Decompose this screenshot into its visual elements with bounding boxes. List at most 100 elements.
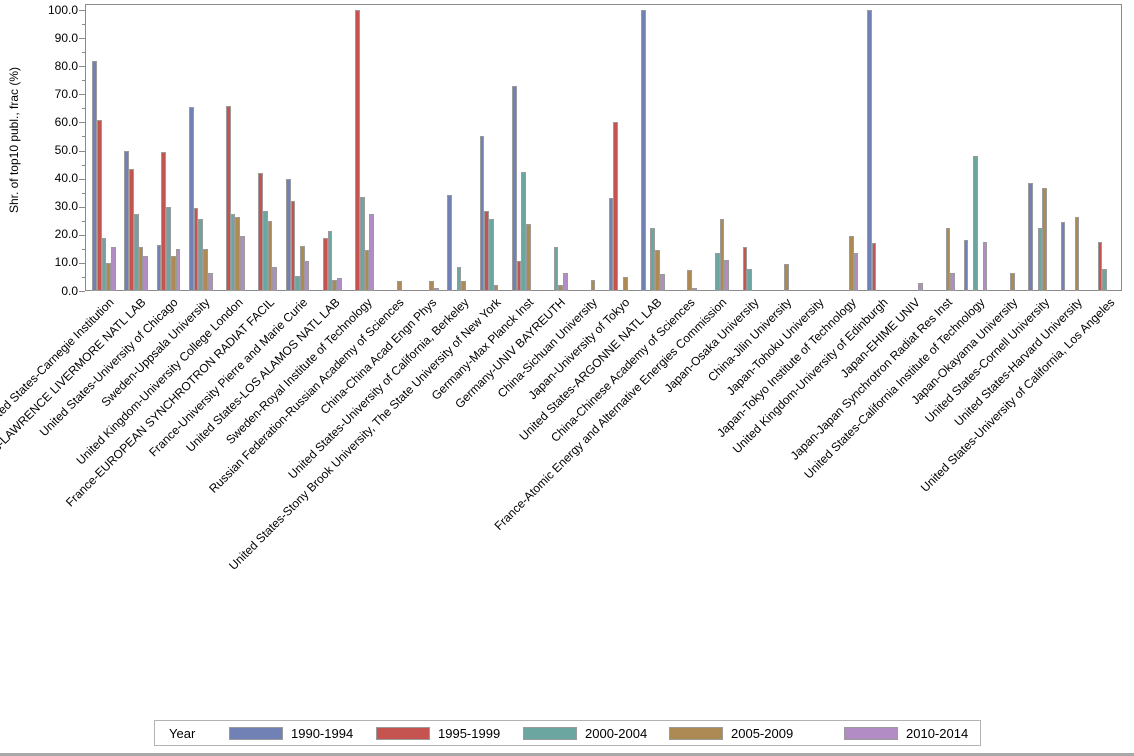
y-minor-tick <box>81 220 85 222</box>
bar-2005-2009 <box>719 219 725 291</box>
y-minor-tick <box>81 192 85 194</box>
bar-2005-2009 <box>1010 272 1015 291</box>
bar-1995-1999 <box>742 247 748 291</box>
bar-1990-1994 <box>447 195 452 291</box>
bar-2010-2014 <box>207 272 213 291</box>
bar-2010-2014 <box>724 260 730 291</box>
bar-1995-1999 <box>484 210 489 291</box>
bar-2005-2009 <box>1042 188 1048 291</box>
y-minor-tick <box>81 164 85 166</box>
bar-2005-2009 <box>945 227 951 291</box>
y-tick-label: 90.0 <box>54 30 78 45</box>
bar-2005-2009 <box>396 281 402 291</box>
legend-label-1990-1994: 1990-1994 <box>291 726 354 741</box>
bar-2005-2009 <box>493 285 499 291</box>
bar-2000-2004 <box>747 268 752 291</box>
bar-1990-1994 <box>189 106 194 291</box>
bar-1995-1999 <box>129 168 134 291</box>
legend-label-1995-1999: 1995-1999 <box>438 726 501 741</box>
y-tick-label: 30.0 <box>54 199 78 214</box>
y-major-tick <box>79 291 85 292</box>
y-major-tick <box>79 206 85 208</box>
bar-1995-1999 <box>516 261 522 291</box>
bar-1995-1999 <box>193 208 199 291</box>
bar-2010-2014 <box>304 261 310 291</box>
bar-2000-2004 <box>650 227 656 291</box>
legend-swatch-1990-1994 <box>229 727 283 740</box>
bar-2010-2014 <box>111 247 116 291</box>
bar-2005-2009 <box>1074 216 1080 291</box>
bar-2000-2004 <box>198 219 204 291</box>
y-minor-tick <box>81 108 85 110</box>
bar-1990-1994 <box>124 150 130 291</box>
bar-2005-2009 <box>558 285 563 291</box>
y-minor-tick <box>81 248 85 250</box>
y-tick-label: 50.0 <box>54 143 78 157</box>
bar-2010-2014 <box>175 248 181 291</box>
legend-swatch-2005-2009 <box>669 727 723 740</box>
bar-2005-2009 <box>300 246 305 291</box>
y-minor-tick <box>81 24 85 26</box>
y-minor-tick <box>81 136 85 138</box>
y-tick-label: 100.0 <box>47 2 78 17</box>
bar-2000-2004 <box>230 213 236 291</box>
bar-2005-2009 <box>235 216 241 291</box>
bar-1990-1994 <box>479 136 485 291</box>
bar-2010-2014 <box>433 288 439 291</box>
bar-2010-2014 <box>240 236 245 291</box>
bar-1995-1999 <box>1097 241 1103 291</box>
bar-1995-1999 <box>96 119 102 291</box>
y-minor-tick <box>81 80 85 82</box>
bar-2005-2009 <box>526 223 531 291</box>
y-tick-label: 40.0 <box>54 171 78 186</box>
bar-2005-2009 <box>332 279 338 291</box>
bar-2000-2004 <box>1037 227 1043 291</box>
bar-1990-1994 <box>511 85 517 291</box>
bar-2000-2004 <box>1102 268 1108 291</box>
bar-2010-2014 <box>853 253 859 291</box>
bar-2005-2009 <box>687 269 693 291</box>
bar-2000-2004 <box>359 196 365 291</box>
bar-1990-1994 <box>866 10 872 291</box>
legend-title: Year <box>169 726 196 741</box>
bar-2005-2009 <box>655 250 660 291</box>
bar-1990-1994 <box>608 198 614 291</box>
bar-2005-2009 <box>622 276 628 291</box>
bar-2005-2009 <box>429 281 434 291</box>
bar-2010-2014 <box>692 288 697 291</box>
bar-2005-2009 <box>267 220 273 291</box>
bar-1990-1994 <box>156 244 162 291</box>
bar-2000-2004 <box>101 237 107 291</box>
y-tick-label: 20.0 <box>54 227 78 242</box>
legend-label-2000-2004: 2000-2004 <box>585 726 648 741</box>
bar-1995-1999 <box>226 105 231 291</box>
bar-1990-1994 <box>1060 222 1066 291</box>
y-tick-label: 80.0 <box>54 58 78 73</box>
bar-1995-1999 <box>322 237 328 291</box>
bar-2010-2014 <box>369 213 375 291</box>
y-major-tick <box>79 122 85 124</box>
bar-2000-2004 <box>456 267 462 291</box>
y-tick-label: 60.0 <box>54 114 78 129</box>
bar-2005-2009 <box>106 262 112 291</box>
bar-2005-2009 <box>461 281 467 291</box>
y-major-tick <box>79 150 85 152</box>
bar-2005-2009 <box>784 264 789 291</box>
legend-swatch-1995-1999 <box>376 727 430 740</box>
bar-2000-2004 <box>973 156 978 291</box>
legend-label-2010-2014: 2010-2014 <box>906 726 969 741</box>
legend-swatch-2000-2004 <box>523 727 577 740</box>
bar-2010-2014 <box>337 278 342 291</box>
bar-2000-2004 <box>166 206 171 291</box>
bar-2010-2014 <box>659 274 665 291</box>
bar-2000-2004 <box>133 213 139 291</box>
bar-1990-1994 <box>1028 182 1034 291</box>
bar-1990-1994 <box>285 178 291 291</box>
y-major-tick <box>79 10 85 11</box>
bar-1995-1999 <box>871 243 877 291</box>
bar-2010-2014 <box>272 267 278 291</box>
bar-1995-1999 <box>290 201 296 291</box>
bar-2000-2004 <box>327 230 333 291</box>
bar-2005-2009 <box>848 236 854 291</box>
y-tick-label: 70.0 <box>54 86 78 101</box>
